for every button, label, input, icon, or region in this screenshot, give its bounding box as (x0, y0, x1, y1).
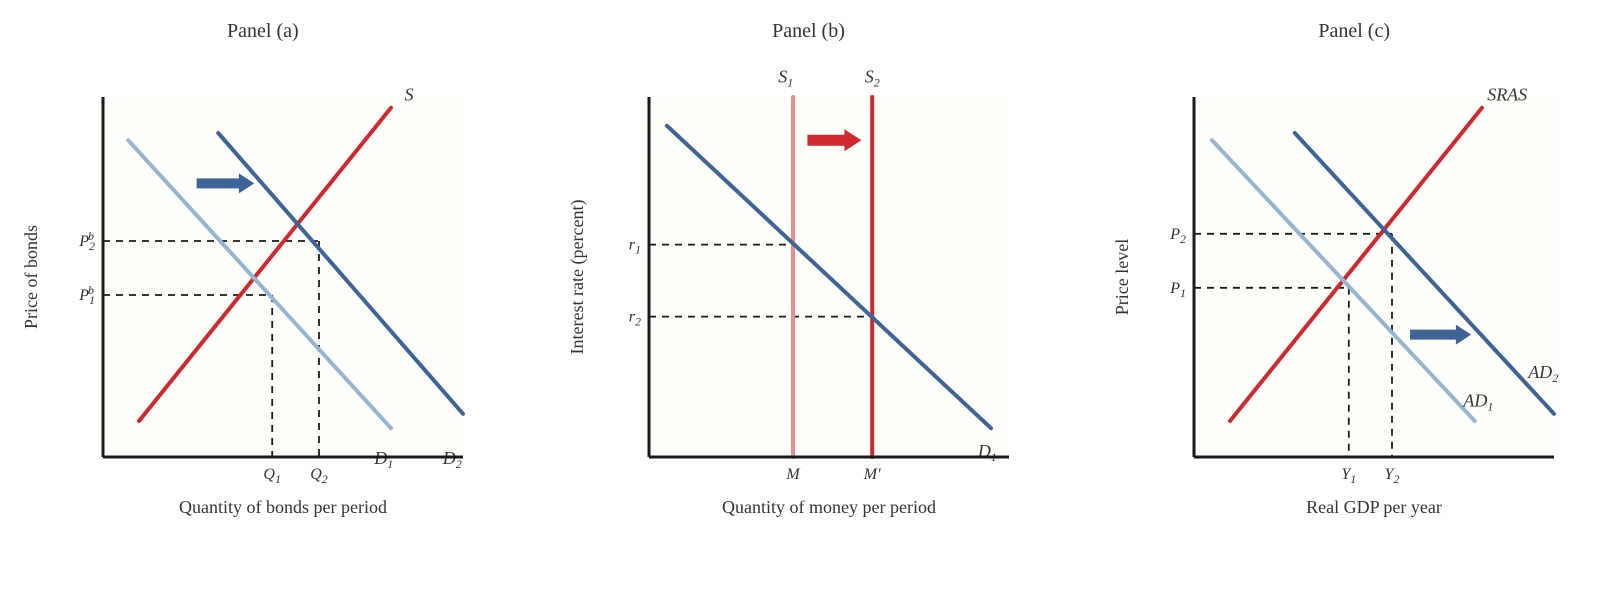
svg-text:P1b: P1b (78, 283, 95, 307)
panel-a-title: Panel (a) (227, 20, 299, 43)
svg-text:Quantity of bonds per period: Quantity of bonds per period (179, 497, 387, 517)
panel-b-chart: r1Mr2M′S1S2D1Interest rate (percent)Quan… (559, 57, 1059, 577)
svg-text:r2: r2 (628, 309, 640, 329)
panel-a: Panel (a) P1bQ1P2bQ2SD1D2Price of bondsQ… (10, 20, 516, 577)
svg-text:M: M (785, 466, 801, 483)
svg-text:S2: S2 (864, 67, 879, 90)
svg-text:S: S (404, 85, 413, 105)
svg-text:M′: M′ (862, 466, 880, 483)
svg-text:Q2: Q2 (310, 466, 328, 486)
svg-text:Quantity of money per period: Quantity of money per period (722, 497, 936, 517)
panel-c: Panel (c) P1Y1P2Y2SRASAD1AD2Price levelR… (1101, 20, 1607, 577)
svg-text:P2: P2 (1169, 226, 1186, 246)
svg-text:P2b: P2b (78, 229, 95, 253)
panel-b-svg: r1Mr2M′S1S2D1Interest rate (percent)Quan… (559, 57, 1059, 577)
panel-c-chart: P1Y1P2Y2SRASAD1AD2Price levelReal GDP pe… (1104, 57, 1604, 577)
svg-text:S1: S1 (778, 67, 793, 90)
svg-text:SRAS: SRAS (1487, 85, 1527, 105)
panel-c-title: Panel (c) (1318, 20, 1390, 43)
svg-text:Q1: Q1 (263, 466, 281, 486)
panel-b-title: Panel (b) (772, 20, 845, 43)
svg-text:Y1: Y1 (1342, 466, 1357, 486)
panel-a-svg: P1bQ1P2bQ2SD1D2Price of bondsQuantity of… (13, 57, 513, 577)
svg-text:P1: P1 (1169, 280, 1186, 300)
panel-a-chart: P1bQ1P2bQ2SD1D2Price of bondsQuantity of… (13, 57, 513, 577)
svg-text:r1: r1 (628, 237, 640, 257)
svg-text:Price level: Price level (1112, 239, 1132, 315)
svg-text:Y2: Y2 (1385, 466, 1400, 486)
panel-b: Panel (b) r1Mr2M′S1S2D1Interest rate (pe… (556, 20, 1062, 577)
panel-row: Panel (a) P1bQ1P2bQ2SD1D2Price of bondsQ… (10, 20, 1607, 577)
svg-text:Real GDP per year: Real GDP per year (1306, 497, 1442, 517)
svg-text:Price of bonds: Price of bonds (21, 225, 41, 329)
svg-text:Interest rate (percent): Interest rate (percent) (567, 200, 588, 355)
panel-c-svg: P1Y1P2Y2SRASAD1AD2Price levelReal GDP pe… (1104, 57, 1604, 577)
